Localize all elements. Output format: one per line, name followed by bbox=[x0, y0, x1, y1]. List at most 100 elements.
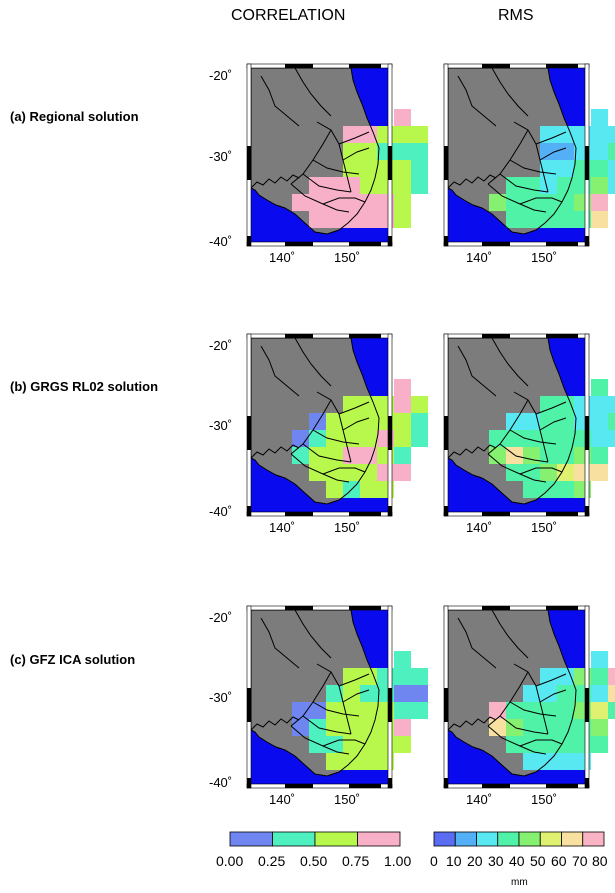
river-line bbox=[513, 391, 549, 463]
grid-cell bbox=[309, 430, 326, 447]
grid-cell bbox=[591, 685, 608, 702]
grid-cell bbox=[411, 430, 428, 447]
column-title-rms: RMS bbox=[498, 7, 534, 24]
river-line bbox=[316, 391, 352, 463]
grid-cell bbox=[506, 736, 523, 753]
rms-tick-label: 70 bbox=[572, 853, 588, 869]
grid-cell bbox=[411, 143, 428, 160]
grid-cell bbox=[557, 194, 574, 211]
grid-cell bbox=[591, 736, 608, 753]
lat-tick-label: -40˚ bbox=[209, 775, 233, 790]
grid-cell bbox=[343, 194, 360, 211]
grid-cell bbox=[309, 736, 326, 753]
grid-cell bbox=[523, 685, 540, 702]
frame-tick bbox=[285, 242, 313, 246]
grid-cell bbox=[591, 126, 608, 143]
grid-cell bbox=[557, 447, 574, 464]
grid-cell bbox=[394, 177, 411, 194]
grid-cell bbox=[360, 685, 377, 702]
frame-tick bbox=[349, 334, 381, 338]
coastline-detail bbox=[250, 174, 300, 189]
grid-cell bbox=[608, 160, 615, 177]
river-line bbox=[539, 689, 567, 703]
river-line bbox=[457, 617, 497, 669]
grid-cell bbox=[326, 702, 343, 719]
row-label-grgs: (b) GRGS RL02 solution bbox=[10, 379, 159, 394]
grid-cell bbox=[523, 430, 540, 447]
grid-cell bbox=[591, 464, 608, 481]
grid-cell bbox=[591, 702, 608, 719]
lat-tick-label: -40˚ bbox=[209, 504, 233, 519]
grid-cell bbox=[326, 430, 343, 447]
frame-tick bbox=[546, 606, 578, 610]
grid-cell bbox=[591, 160, 608, 177]
frame-tick bbox=[585, 236, 589, 246]
column-title-correlation: CORRELATION bbox=[231, 7, 346, 24]
river-line bbox=[312, 429, 360, 445]
frame-tick bbox=[482, 512, 510, 516]
colorbar-swatch bbox=[433, 831, 456, 847]
frame-tick bbox=[482, 334, 510, 338]
grid-cell bbox=[489, 447, 506, 464]
river-line bbox=[457, 345, 497, 397]
rms-tick-label: 80 bbox=[592, 853, 608, 869]
river-line bbox=[302, 715, 352, 735]
grid-cell bbox=[557, 160, 574, 177]
rms-colorbar bbox=[433, 831, 605, 847]
grid-cell bbox=[360, 194, 377, 211]
frame-tick bbox=[388, 146, 392, 180]
grid-cell bbox=[394, 702, 411, 719]
grid-cell bbox=[557, 211, 574, 228]
correlation-tick-label: 0.25 bbox=[258, 853, 286, 869]
lon-tick-label: 150˚ bbox=[531, 250, 558, 265]
correlation-tick-label: 0.50 bbox=[300, 853, 328, 869]
grid-cell bbox=[557, 736, 574, 753]
grid-cell bbox=[411, 396, 428, 413]
grid-cell bbox=[523, 447, 540, 464]
colorbar-swatch bbox=[454, 831, 477, 847]
river-line bbox=[302, 173, 352, 193]
coastline bbox=[447, 337, 577, 505]
lon-tick-label: 150˚ bbox=[334, 250, 361, 265]
river-line bbox=[491, 609, 529, 659]
grid-cell bbox=[394, 211, 411, 228]
lat-tick-label: -20˚ bbox=[209, 68, 233, 83]
grid-cell bbox=[360, 430, 377, 447]
frame-tick bbox=[388, 416, 392, 450]
grid-cell bbox=[326, 719, 343, 736]
river-line bbox=[535, 131, 567, 145]
grid-cell bbox=[394, 396, 411, 413]
frame-tick bbox=[349, 242, 381, 246]
frame-tick bbox=[247, 416, 251, 450]
river-line bbox=[302, 443, 352, 463]
frame-tick bbox=[482, 784, 510, 788]
grid-cell bbox=[506, 194, 523, 211]
frame-tick bbox=[247, 236, 251, 246]
grid-cell bbox=[292, 194, 309, 211]
grid-cell bbox=[591, 109, 608, 126]
grid-cell bbox=[557, 413, 574, 430]
grid-cell bbox=[360, 413, 377, 430]
lat-tick-label: -30˚ bbox=[209, 149, 233, 164]
frame-tick bbox=[585, 146, 589, 180]
map-grgs-rms bbox=[443, 333, 615, 517]
grid-cell bbox=[292, 702, 309, 719]
grid-cell bbox=[411, 160, 428, 177]
lon-tick-label: 150˚ bbox=[334, 520, 361, 535]
grid-cell bbox=[540, 396, 557, 413]
grid-cell bbox=[343, 143, 360, 160]
rms-unit-label: mm bbox=[511, 877, 528, 888]
rms-tick-label: 60 bbox=[551, 853, 567, 869]
grid-cell bbox=[394, 651, 411, 668]
coastline bbox=[250, 67, 380, 235]
grid-cell bbox=[394, 447, 411, 464]
coastline bbox=[250, 337, 380, 505]
rms-tick-label: 10 bbox=[446, 853, 462, 869]
frame-tick bbox=[444, 416, 448, 450]
grid-cell bbox=[591, 177, 608, 194]
grid-cell bbox=[540, 143, 557, 160]
row-label-regional: (a) Regional solution bbox=[10, 109, 139, 124]
lon-tick-label: 150˚ bbox=[531, 792, 558, 807]
grid-cell bbox=[360, 160, 377, 177]
colorbar-swatch bbox=[272, 831, 316, 847]
